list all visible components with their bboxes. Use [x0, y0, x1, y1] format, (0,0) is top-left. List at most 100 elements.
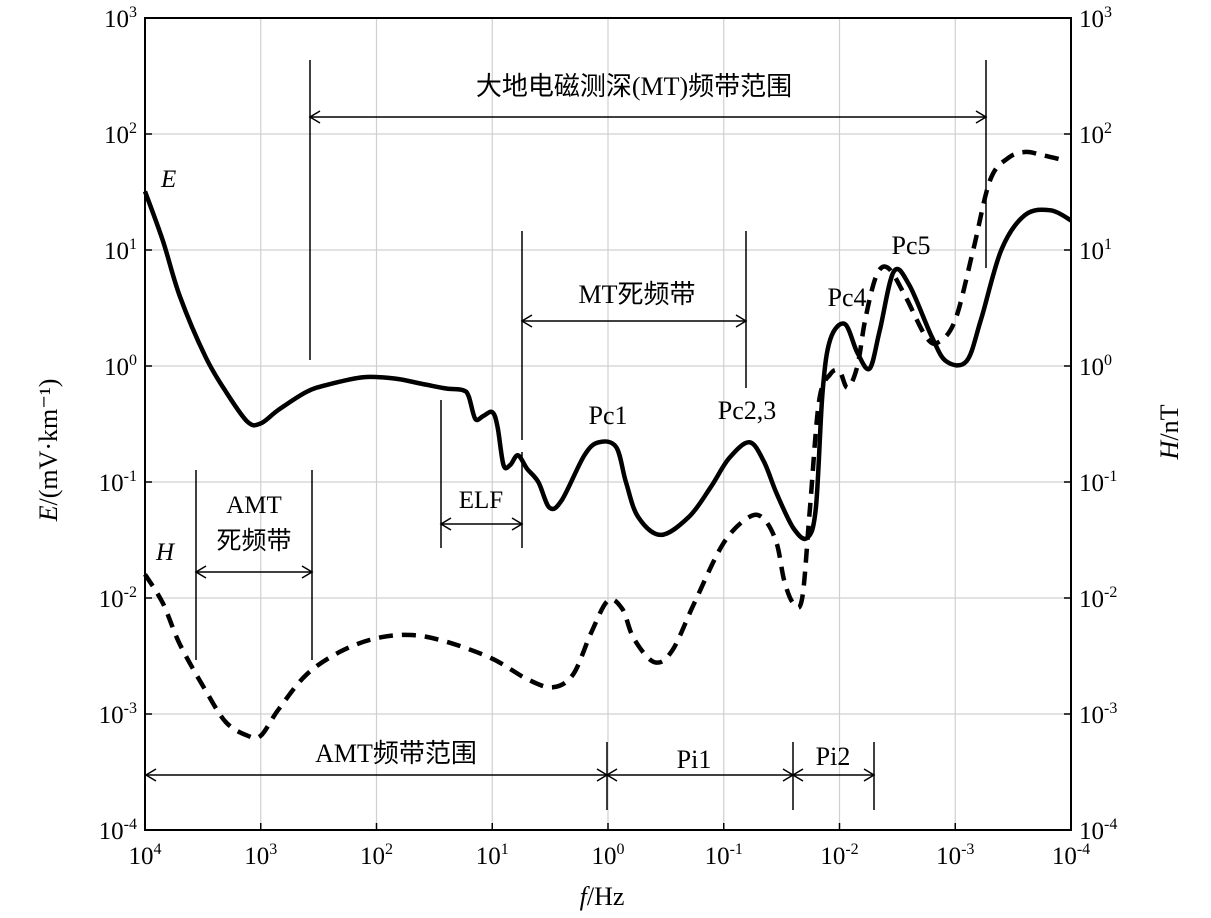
- tick-exponent: 4: [154, 841, 162, 858]
- tick-exponent: -1: [1104, 468, 1117, 485]
- tick-exponent: 0: [617, 841, 625, 858]
- x-tick-label: 10-4: [1052, 841, 1090, 870]
- y-left-tick-label: 10-3: [99, 700, 137, 729]
- mt-range-arrowhead-left: [308, 110, 321, 124]
- tick-base: 10: [705, 843, 730, 870]
- tick-base: 10: [104, 238, 129, 265]
- x-tick-label: 103: [244, 841, 277, 870]
- mt-range-arrowhead-right: [975, 110, 988, 124]
- tick-base: 10: [820, 843, 845, 870]
- tick-base: 10: [936, 843, 961, 870]
- y-left-tick-label: 103: [104, 4, 137, 33]
- y-right-tick-label: 103: [1079, 4, 1112, 33]
- grid: [145, 18, 1071, 830]
- y-right-tick-label: 100: [1079, 352, 1112, 381]
- y-left-tick-label: 102: [104, 120, 137, 149]
- tick-base: 10: [1079, 6, 1104, 33]
- y-left-label-italic: E: [34, 505, 63, 522]
- h-series-label: H: [155, 539, 176, 566]
- pi2-arrowhead-left: [791, 768, 804, 782]
- tick-exponent: -2: [845, 841, 858, 858]
- tick-base: 10: [1079, 818, 1104, 845]
- tick-exponent: -2: [1104, 584, 1117, 601]
- tick-exponent: 0: [129, 352, 137, 369]
- y-right-tick-label: 10-3: [1079, 700, 1117, 729]
- pc5-label: Pc5: [892, 231, 931, 260]
- tick-exponent: -3: [961, 841, 974, 858]
- tick-exponent: 1: [501, 841, 509, 858]
- y-right-label-italic: H: [1155, 439, 1184, 460]
- x-axis-label-italic: f: [580, 882, 591, 911]
- amt-dead-label-line2: 死频带: [216, 527, 291, 555]
- series-layer: [142, 149, 1073, 741]
- tick-base: 10: [1079, 354, 1104, 381]
- pi2-label: Pi2: [816, 742, 851, 771]
- tick-exponent: 3: [269, 841, 277, 858]
- tick-base: 10: [1079, 586, 1104, 613]
- tick-exponent: 2: [129, 120, 137, 137]
- mt-dead-arrowhead-right: [735, 314, 748, 328]
- pi1-arrowhead-left: [605, 768, 618, 782]
- tick-exponent: -4: [124, 816, 137, 833]
- mt-dead-arrowhead-left: [520, 314, 533, 328]
- tick-exponent: -4: [1104, 816, 1117, 833]
- series-line-e: [142, 190, 1073, 542]
- tick-base: 10: [99, 818, 124, 845]
- tick-exponent: 1: [129, 236, 137, 253]
- amt-dead-arrowhead-right: [301, 565, 314, 579]
- tick-exponent: -4: [1077, 841, 1090, 858]
- tick-exponent: -3: [124, 700, 137, 717]
- tick-base: 10: [360, 843, 385, 870]
- x-tick-label: 10-3: [936, 841, 974, 870]
- y-left-tick-label: 10-1: [99, 468, 137, 497]
- y-right-tick-label: 101: [1079, 236, 1112, 265]
- amt-dead-label-line1: AMT: [226, 492, 282, 519]
- tick-exponent: 3: [1104, 4, 1112, 21]
- tick-base: 10: [104, 6, 129, 33]
- amt-range-label: AMT频带范围: [315, 739, 477, 768]
- pc4-label: Pc4: [828, 283, 867, 312]
- mt-range-label: 大地电磁测深(MT)频带范围: [476, 72, 792, 101]
- tick-base: 10: [244, 843, 269, 870]
- y-right-tick-label: 10-2: [1079, 584, 1117, 613]
- y-left-label-rest: /(mV·km⁻¹): [34, 379, 63, 506]
- y-right-tick-label: 102: [1079, 120, 1112, 149]
- tick-exponent: 2: [385, 841, 393, 858]
- tick-base: 10: [1079, 122, 1104, 149]
- y-left-tick-label: 10-2: [99, 584, 137, 613]
- y-left-tick-label: 100: [104, 352, 137, 381]
- tick-base: 10: [1079, 470, 1104, 497]
- tick-base: 10: [99, 702, 124, 729]
- tick-base: 10: [592, 843, 617, 870]
- y-left-tick-label: 101: [104, 236, 137, 265]
- mt-dead-band-label: MT死频带: [578, 280, 695, 309]
- tick-base: 10: [1079, 702, 1104, 729]
- tick-exponent: 3: [129, 4, 137, 21]
- y-left-tick-label: 10-4: [99, 816, 137, 845]
- e-series-label: E: [160, 166, 176, 193]
- x-tick-label: 104: [129, 841, 162, 870]
- x-tick-label: 10-2: [820, 841, 858, 870]
- y-axis-left-label: E/(mV·km⁻¹): [34, 379, 63, 523]
- tick-exponent: -3: [1104, 700, 1117, 717]
- x-tick-label: 10-1: [705, 841, 743, 870]
- pi1-label: Pi1: [677, 745, 712, 774]
- amt-range-arrowhead-left: [144, 768, 157, 782]
- x-tick-label: 100: [592, 841, 625, 870]
- x-axis-label: f/Hz: [580, 882, 625, 911]
- tick-base: 10: [1052, 843, 1077, 870]
- elf-arrowhead-left: [439, 517, 452, 531]
- elf-arrowhead-right: [511, 517, 524, 531]
- tick-base: 10: [129, 843, 154, 870]
- tick-base: 10: [1079, 238, 1104, 265]
- tick-base: 10: [99, 470, 124, 497]
- tick-base: 10: [104, 122, 129, 149]
- x-axis-label-rest: /Hz: [587, 882, 625, 911]
- y-right-label-rest: /nT: [1155, 404, 1184, 440]
- amt-dead-arrowhead-left: [194, 565, 207, 579]
- x-tick-label: 101: [476, 841, 509, 870]
- tick-base: 10: [476, 843, 501, 870]
- y-axis-right-label: H/nT: [1155, 404, 1184, 460]
